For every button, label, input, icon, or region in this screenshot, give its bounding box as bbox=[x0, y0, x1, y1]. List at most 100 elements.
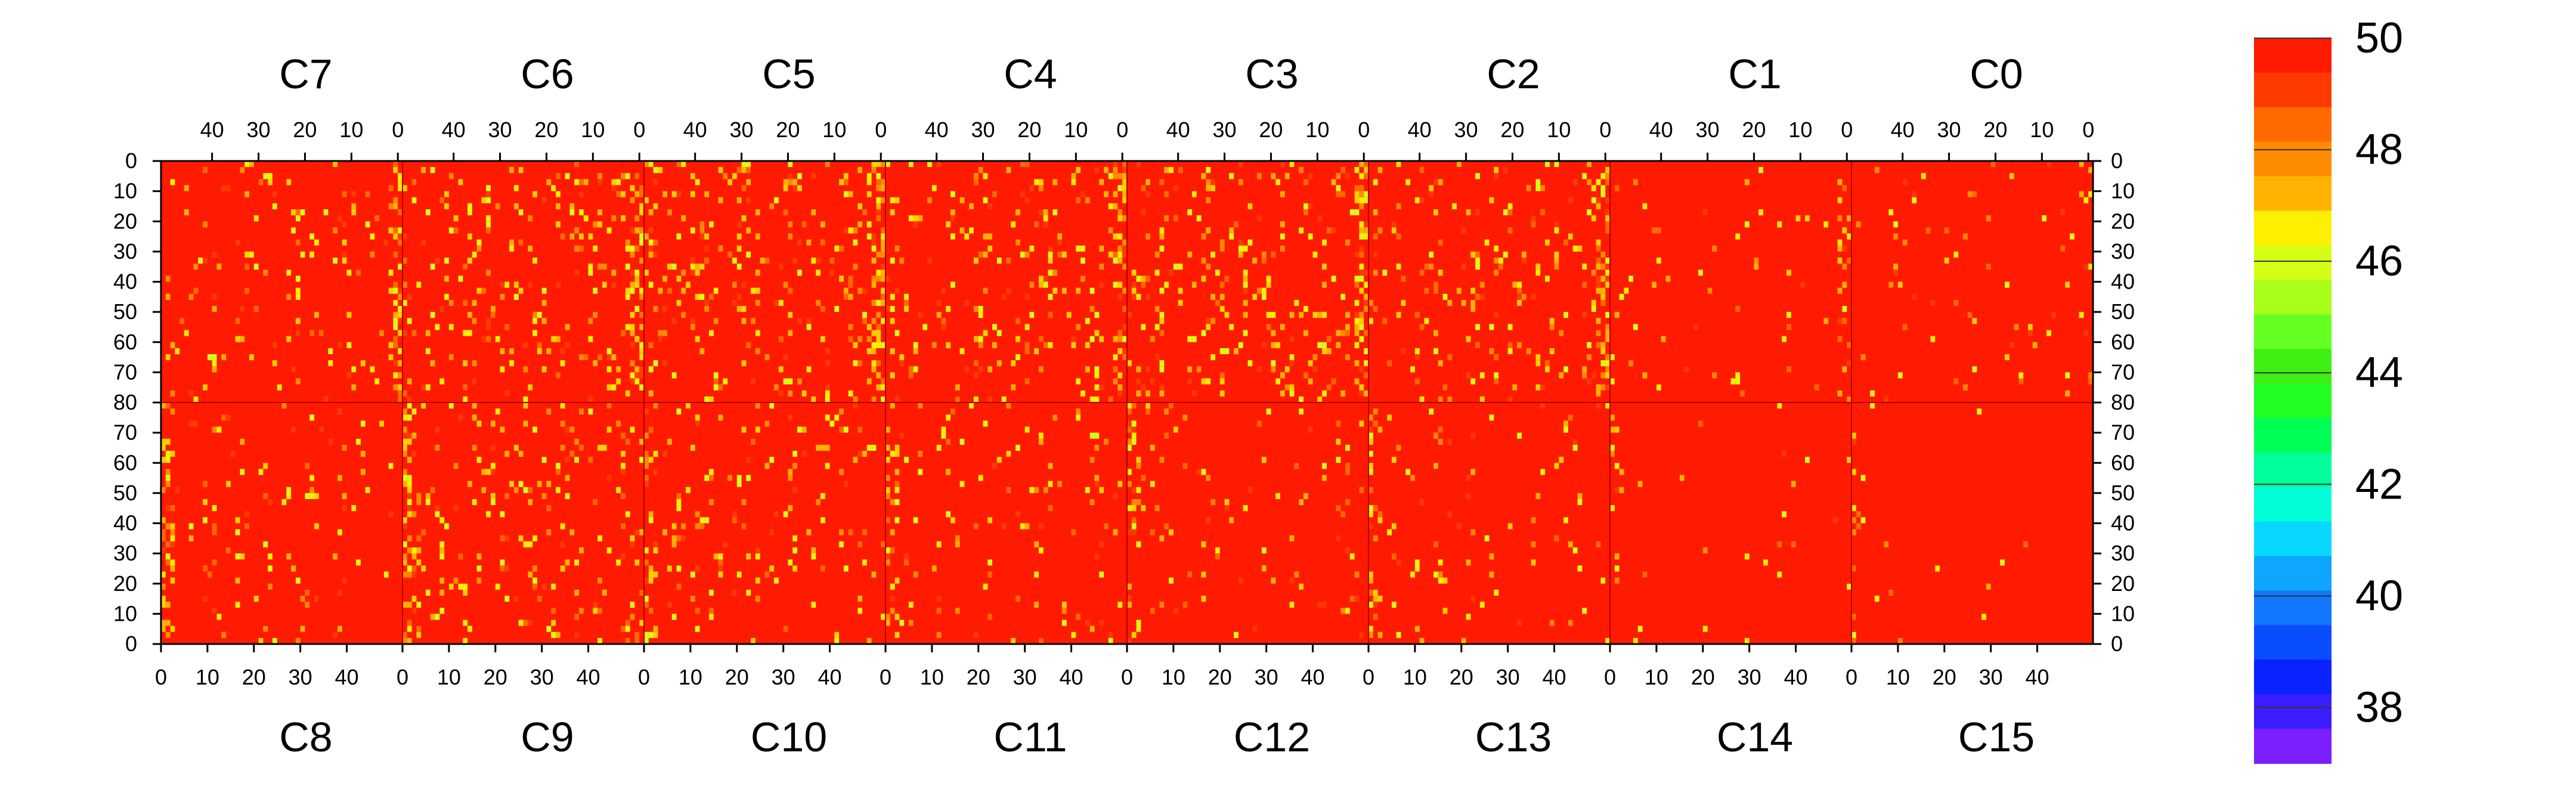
heatmap-cell bbox=[486, 270, 491, 276]
heatmap-cell bbox=[342, 221, 347, 228]
heatmap-cell bbox=[579, 408, 584, 415]
heatmap-cell bbox=[597, 608, 602, 614]
heatmap-cell bbox=[1122, 324, 1127, 330]
heatmap-cell bbox=[899, 354, 905, 361]
heatmap-cell bbox=[1289, 360, 1295, 367]
heatmap-cell bbox=[1141, 281, 1146, 288]
heatmap-cell bbox=[760, 258, 765, 264]
heatmap-cell bbox=[653, 239, 658, 246]
heatmap-cell bbox=[421, 529, 426, 535]
heatmap-cell bbox=[648, 227, 654, 234]
heatmap-cell bbox=[439, 306, 445, 312]
heatmap-cell bbox=[1238, 239, 1243, 246]
heatmap-cell bbox=[411, 547, 417, 554]
heatmap-cell bbox=[398, 312, 402, 318]
heatmap-cell bbox=[402, 553, 407, 560]
heatmap-cell bbox=[1349, 209, 1355, 216]
heatmap-cell bbox=[407, 620, 412, 626]
left-tick-label: 40 bbox=[113, 511, 137, 535]
heatmap-cell bbox=[1368, 432, 1373, 439]
heatmap-cell bbox=[1304, 493, 1308, 499]
heatmap-cell bbox=[1373, 420, 1378, 427]
colorbar-segment bbox=[2254, 72, 2332, 108]
heatmap-cell bbox=[546, 179, 552, 185]
heatmap-cell bbox=[2088, 167, 2093, 174]
heatmap-cell bbox=[258, 637, 264, 644]
heatmap-cell bbox=[681, 270, 686, 276]
heatmap-cell bbox=[593, 608, 598, 614]
heatmap-cell bbox=[546, 626, 552, 632]
chip-label-top: C4 bbox=[1004, 51, 1057, 97]
chip-label-top: C0 bbox=[1970, 51, 2023, 97]
heatmap-cell bbox=[416, 631, 422, 638]
heatmap-cell bbox=[513, 203, 519, 209]
heatmap-cell bbox=[370, 233, 375, 240]
heatmap-cell bbox=[857, 287, 863, 294]
heatmap-cell bbox=[881, 227, 886, 234]
heatmap-cell bbox=[955, 384, 960, 391]
heatmap-cell bbox=[338, 342, 342, 348]
heatmap-cell bbox=[876, 185, 881, 191]
heatmap-cell bbox=[1052, 209, 1058, 216]
heatmap-cell bbox=[621, 330, 626, 336]
heatmap-cell bbox=[1368, 577, 1373, 584]
heatmap-cell bbox=[518, 535, 524, 541]
heatmap-cell bbox=[843, 565, 849, 572]
heatmap-cell bbox=[1122, 191, 1127, 197]
heatmap-cell bbox=[931, 342, 937, 348]
heatmap-cell bbox=[987, 614, 993, 620]
heatmap-cell bbox=[1600, 264, 1606, 270]
heatmap-cell bbox=[272, 203, 277, 209]
heatmap-cell bbox=[890, 209, 895, 216]
heatmap-cell bbox=[342, 577, 347, 584]
heatmap-cell bbox=[1531, 559, 1536, 566]
heatmap-cell bbox=[268, 179, 273, 185]
heatmap-cell bbox=[713, 318, 719, 324]
heatmap-cell bbox=[1433, 281, 1438, 288]
heatmap-cell bbox=[996, 360, 1002, 367]
heatmap-cell bbox=[518, 209, 524, 216]
heatmap-cell bbox=[379, 420, 384, 427]
heatmap-cell bbox=[1257, 287, 1262, 294]
heatmap-cell bbox=[857, 426, 863, 433]
heatmap-cell bbox=[1308, 233, 1313, 240]
heatmap-cell bbox=[1034, 602, 1039, 608]
heatmap-cell bbox=[1517, 342, 1522, 348]
heatmap-cell bbox=[634, 275, 640, 282]
heatmap-cell bbox=[1229, 324, 1234, 330]
heatmap-cell bbox=[1020, 523, 1025, 530]
heatmap-cell bbox=[606, 354, 612, 361]
heatmap-cell bbox=[821, 306, 825, 312]
heatmap-cell bbox=[1039, 275, 1044, 282]
heatmap-cell bbox=[333, 631, 338, 638]
heatmap-cell bbox=[890, 348, 895, 354]
heatmap-cell bbox=[342, 505, 347, 512]
heatmap-cell bbox=[630, 197, 635, 203]
heatmap-cell bbox=[541, 197, 547, 203]
heatmap-cell bbox=[1345, 469, 1350, 475]
heatmap-cell bbox=[393, 318, 398, 324]
heatmap-cell bbox=[1912, 197, 1917, 203]
heatmap-cell bbox=[165, 469, 171, 475]
heatmap-cell bbox=[1410, 571, 1415, 578]
top-tick-label: 20 bbox=[1017, 117, 1041, 142]
heatmap-cell bbox=[811, 209, 816, 216]
heatmap-cell bbox=[541, 318, 547, 324]
heatmap-cell bbox=[881, 270, 886, 276]
heatmap-cell bbox=[1605, 372, 1610, 379]
heatmap-cell bbox=[435, 511, 440, 518]
heatmap-cell bbox=[1024, 293, 1030, 300]
heatmap-cell bbox=[1419, 197, 1425, 203]
heatmap-cell bbox=[161, 444, 166, 451]
heatmap-cell bbox=[1024, 523, 1030, 530]
heatmap-cell bbox=[606, 426, 612, 433]
heatmap-cell bbox=[393, 227, 398, 234]
heatmap-cell bbox=[974, 306, 979, 312]
heatmap-cell bbox=[439, 197, 445, 203]
heatmap-cell bbox=[1006, 287, 1011, 294]
heatmap-cell bbox=[1572, 547, 1578, 554]
heatmap-cell bbox=[639, 239, 644, 246]
heatmap-cell bbox=[565, 173, 570, 179]
heatmap-cell bbox=[639, 348, 644, 354]
